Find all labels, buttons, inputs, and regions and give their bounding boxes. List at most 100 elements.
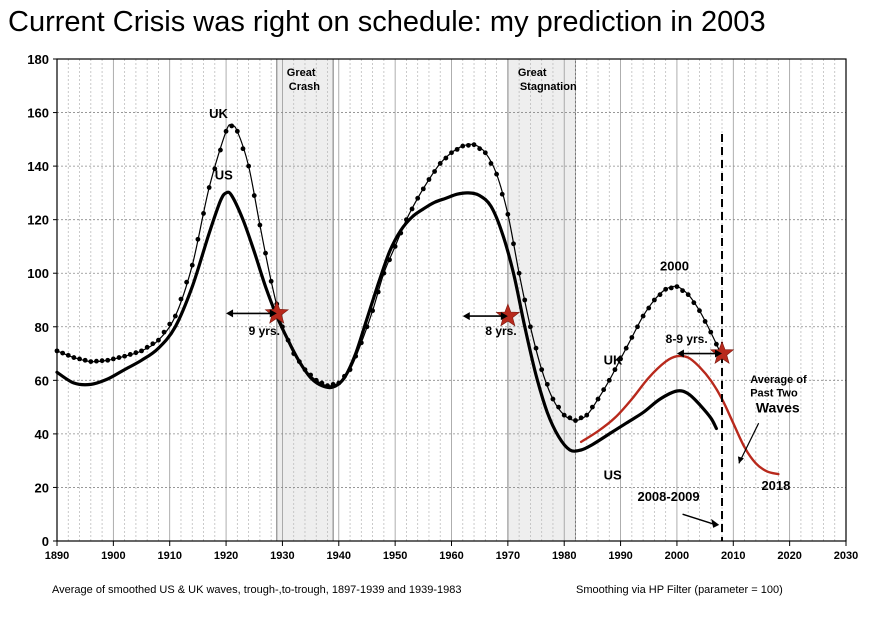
series-point-uk bbox=[234, 128, 240, 134]
series-point-uk bbox=[432, 169, 437, 174]
region-label-line: Stagnation bbox=[520, 81, 577, 93]
y-tick-label: 0 bbox=[42, 534, 49, 549]
series-point-uk bbox=[589, 404, 595, 410]
series-point-uk bbox=[578, 415, 584, 421]
series-point-uk bbox=[110, 356, 116, 362]
series-point-uk bbox=[618, 356, 623, 362]
series-point-uk bbox=[606, 377, 612, 383]
series-point-uk bbox=[629, 335, 635, 340]
annotation-label: US bbox=[215, 168, 233, 183]
x-tick-label: 1960 bbox=[439, 550, 463, 562]
series-point-uk bbox=[539, 367, 545, 373]
annotation-label: UK bbox=[604, 352, 623, 367]
annotation-arrows bbox=[226, 309, 760, 528]
series-point-uk bbox=[218, 147, 223, 153]
series-point-uk bbox=[189, 262, 195, 268]
series-point-uk bbox=[184, 279, 190, 285]
series-point-uk bbox=[595, 396, 601, 402]
arrow-head bbox=[500, 312, 508, 321]
series-point-uk bbox=[77, 356, 82, 362]
series-point-uk bbox=[268, 278, 274, 284]
series-point-uk bbox=[601, 387, 607, 393]
x-tick-label: 1970 bbox=[496, 550, 520, 562]
series-point-uk bbox=[533, 345, 539, 351]
chart-axes bbox=[53, 58, 847, 546]
series-point-uk bbox=[522, 297, 528, 303]
series-point-uk bbox=[691, 300, 697, 306]
series-point-uk bbox=[528, 324, 533, 330]
annotation-label: 2008-2009 bbox=[637, 489, 699, 504]
series-point-uk bbox=[482, 150, 488, 156]
annotation-label: UK bbox=[209, 106, 228, 121]
series-point-uk bbox=[544, 381, 550, 387]
series-line-uk bbox=[56, 124, 723, 422]
series-point-uk bbox=[54, 348, 60, 354]
series-point-uk bbox=[651, 297, 657, 303]
series-point-uk bbox=[646, 305, 652, 311]
waves-pointer-arrow bbox=[738, 422, 760, 464]
series-point-uk bbox=[251, 193, 257, 198]
y-tick-label: 120 bbox=[27, 213, 49, 228]
series-point-uk bbox=[437, 161, 443, 166]
series-point-uk bbox=[460, 143, 466, 149]
series-point-uk bbox=[499, 191, 505, 197]
annotation-label: 8 yrs. bbox=[485, 324, 516, 338]
star-marker-3 bbox=[709, 340, 735, 365]
series-point-uk bbox=[702, 319, 708, 324]
series-point-uk bbox=[223, 128, 229, 134]
series-point-uk bbox=[494, 171, 499, 177]
region-label-line: Great bbox=[287, 67, 316, 79]
annotation-label: 8-9 yrs. bbox=[666, 332, 708, 346]
series-point-uk bbox=[60, 350, 66, 356]
x-tick-label: 1920 bbox=[214, 550, 238, 562]
region-label-line: Great bbox=[518, 67, 547, 79]
series-point-uk bbox=[88, 359, 94, 364]
series-point-uk bbox=[505, 211, 511, 217]
series-point-uk bbox=[240, 146, 246, 152]
series-point-uk bbox=[663, 286, 669, 292]
annotation-label: Waves bbox=[756, 399, 800, 415]
x-tick-label: 1890 bbox=[45, 550, 69, 562]
annotation-label: Average of bbox=[750, 374, 807, 386]
pointer-arrow-head bbox=[711, 518, 720, 528]
annotation-label: 9 yrs. bbox=[249, 324, 280, 338]
x-tick-label: 2030 bbox=[834, 550, 858, 562]
x-tick-label: 2000 bbox=[665, 550, 689, 562]
series-point-uk bbox=[71, 355, 77, 360]
series-point-uk bbox=[201, 211, 206, 216]
pointer-arrow bbox=[682, 513, 714, 525]
series-point-uk bbox=[674, 284, 680, 290]
series-point-uk bbox=[561, 412, 567, 418]
series-point-uk bbox=[708, 329, 714, 335]
x-tick-label: 1910 bbox=[157, 550, 181, 562]
region-label-line: Crash bbox=[289, 81, 320, 93]
tick-labels: 1890 1900 1910 1920 1930 1940 1950 1960 1970 1980… bbox=[27, 52, 858, 562]
series-point-uk bbox=[454, 146, 460, 152]
series-point-uk bbox=[167, 321, 173, 327]
arrow-head bbox=[462, 312, 470, 321]
y-tick-label: 100 bbox=[27, 266, 49, 281]
series-point-uk bbox=[133, 350, 139, 356]
series-point-uk bbox=[246, 163, 252, 169]
x-tick-label: 2020 bbox=[777, 550, 801, 562]
series-point-uk bbox=[94, 358, 99, 364]
arrow-head bbox=[226, 309, 234, 318]
x-tick-label: 1940 bbox=[327, 550, 351, 562]
series-point-uk bbox=[713, 341, 719, 347]
page-title: Current Crisis was right on schedule: my… bbox=[8, 6, 766, 38]
series-point-uk bbox=[415, 195, 421, 201]
series-point-uk bbox=[156, 337, 161, 343]
annotation-label: US bbox=[604, 467, 622, 482]
series-point-uk bbox=[82, 357, 88, 363]
shaded-region-label-1: Great Crash bbox=[287, 67, 320, 93]
annotation-label: 2000 bbox=[660, 259, 689, 274]
series-point-uk bbox=[212, 166, 218, 172]
annotation-label: Past Two bbox=[750, 387, 798, 399]
series-point-uk bbox=[65, 352, 71, 358]
series-point-uk bbox=[172, 313, 178, 319]
series-point-uk bbox=[195, 236, 201, 242]
series-point-uk bbox=[471, 142, 477, 148]
y-tick-label: 160 bbox=[27, 106, 49, 121]
y-tick-label: 40 bbox=[35, 427, 49, 442]
